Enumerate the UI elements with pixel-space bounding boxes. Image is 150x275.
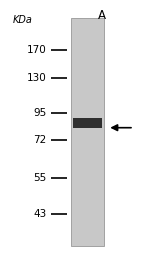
Bar	[73, 118, 102, 128]
Text: 95: 95	[33, 108, 46, 118]
Text: 43: 43	[33, 209, 46, 219]
Text: KDa: KDa	[13, 15, 33, 26]
Text: 55: 55	[33, 173, 46, 183]
Text: 72: 72	[33, 135, 46, 145]
Text: 170: 170	[27, 45, 46, 55]
Bar	[71, 18, 104, 246]
Text: A: A	[98, 9, 105, 21]
Text: 130: 130	[27, 73, 46, 82]
